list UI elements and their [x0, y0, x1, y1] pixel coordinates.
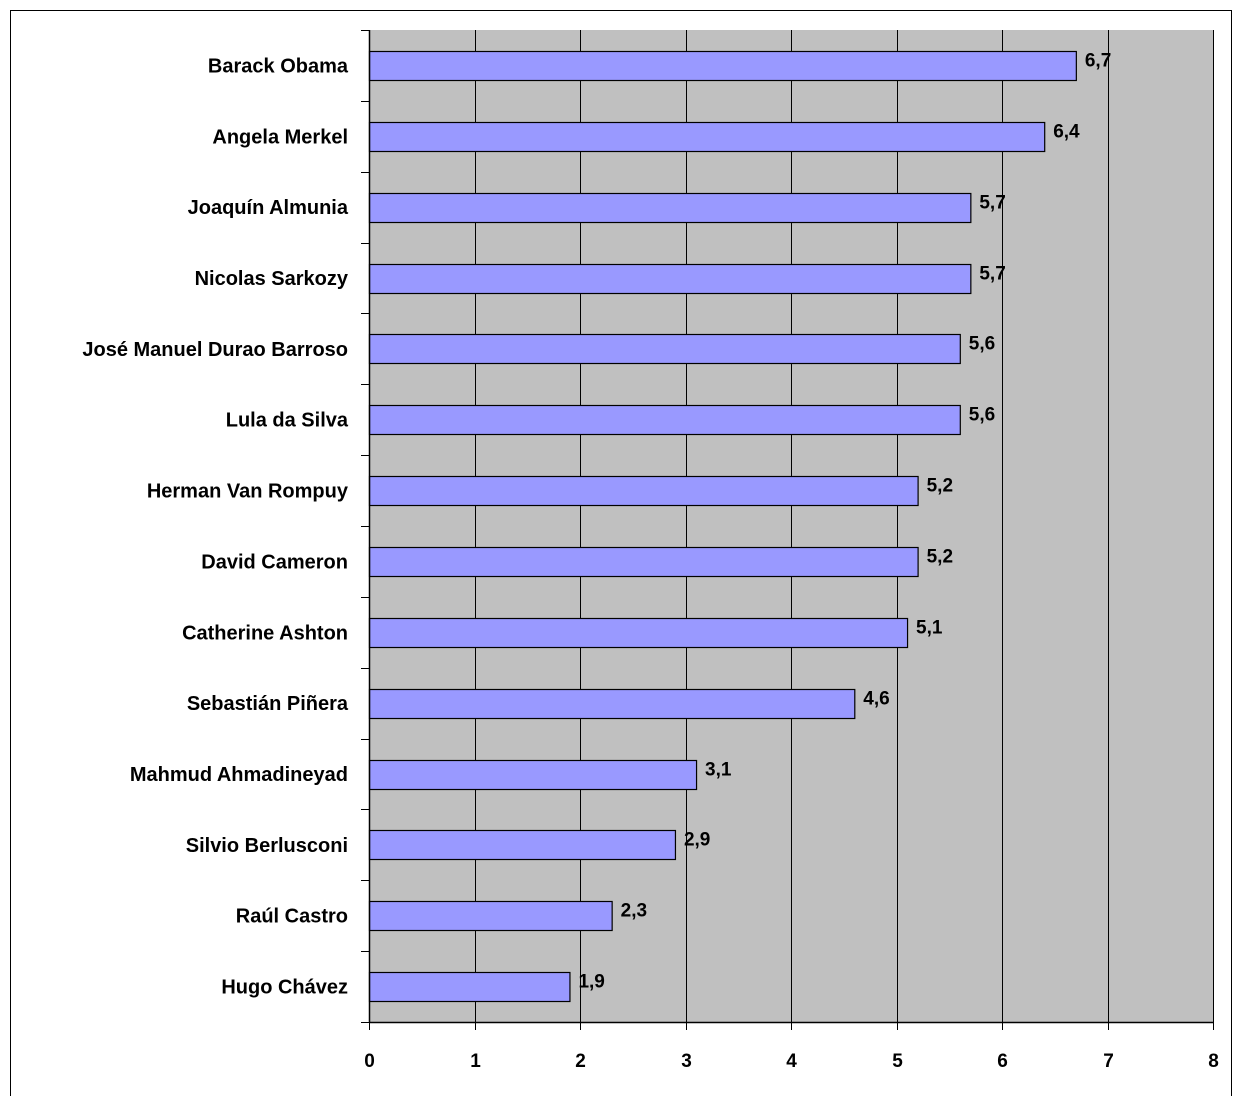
value-label-2: 6,4 — [1053, 121, 1080, 142]
value-label-12: 2,9 — [684, 829, 710, 850]
bar-2 — [368, 121, 1046, 153]
value-label-6: 5,6 — [969, 404, 995, 425]
bar-14 — [368, 971, 571, 1003]
bar-11 — [368, 759, 698, 791]
bar-4 — [368, 263, 972, 295]
x-tick-label-1: 1 — [470, 1051, 481, 1072]
category-label-13: Raúl Castro — [236, 906, 348, 928]
value-label-4: 5,7 — [979, 263, 1005, 284]
category-labels: Barack Obama Angela Merkel Joaquín Almunia… — [82, 55, 349, 998]
bar-13 — [368, 900, 613, 932]
bar-5 — [368, 333, 961, 365]
category-label-4: Nicolas Sarkozy — [195, 268, 349, 290]
value-label-3: 5,7 — [979, 192, 1005, 213]
category-label-5: José Manuel Durao Barroso — [82, 339, 348, 361]
category-label-8: David Cameron — [201, 551, 348, 573]
value-label-11: 3,1 — [705, 759, 732, 780]
x-tick-label-4: 4 — [786, 1051, 797, 1072]
category-label-9: Catherine Ashton — [182, 622, 348, 644]
bar-12 — [368, 829, 677, 861]
x-tick-label-5: 5 — [892, 1051, 903, 1072]
x-tick-label-2: 2 — [575, 1051, 586, 1072]
category-label-2: Angela Merkel — [212, 126, 348, 148]
category-label-12: Silvio Berlusconi — [186, 835, 348, 857]
bar-9 — [368, 617, 909, 649]
value-labels: 6,7 6,4 5,7 5,7 5,6 5,6 5,2 5,2 5,1 4,6 3,1 2,9 2,3 1… — [578, 50, 1111, 992]
category-label-7: Herman Van Rompuy — [147, 481, 349, 503]
value-label-1: 6,7 — [1085, 50, 1111, 71]
category-label-11: Mahmud Ahmadineyad — [130, 764, 348, 786]
x-tick-label-0: 0 — [364, 1051, 375, 1072]
x-tick-label-8: 8 — [1208, 1051, 1219, 1072]
bar-7 — [368, 475, 919, 507]
x-tick-labels: 0 1 2 3 4 5 6 7 8 — [364, 1051, 1219, 1072]
category-label-10: Sebastián Piñera — [187, 693, 349, 715]
bar-10 — [368, 688, 856, 720]
category-label-14: Hugo Chávez — [221, 977, 348, 999]
value-label-10: 4,6 — [863, 688, 889, 709]
bar-3 — [368, 192, 972, 224]
category-label-3: Joaquín Almunia — [188, 197, 349, 219]
category-label-6: Lula da Silva — [226, 410, 349, 432]
value-label-5: 5,6 — [969, 333, 995, 354]
bar-1 — [368, 50, 1077, 82]
value-label-13: 2,3 — [621, 900, 647, 921]
value-label-7: 5,2 — [927, 475, 953, 496]
x-tick-label-6: 6 — [997, 1051, 1008, 1072]
value-label-14: 1,9 — [578, 971, 604, 992]
bar-8 — [368, 546, 919, 578]
value-label-9: 5,1 — [916, 617, 943, 638]
bar-6 — [368, 404, 961, 436]
axes — [361, 30, 1214, 1030]
bars — [368, 50, 1077, 1003]
chart-frame — [10, 10, 1232, 1096]
category-label-1: Barack Obama — [208, 55, 349, 77]
x-tick-label-7: 7 — [1103, 1051, 1114, 1072]
x-tick-label-3: 3 — [681, 1051, 692, 1072]
value-label-8: 5,2 — [927, 546, 953, 567]
